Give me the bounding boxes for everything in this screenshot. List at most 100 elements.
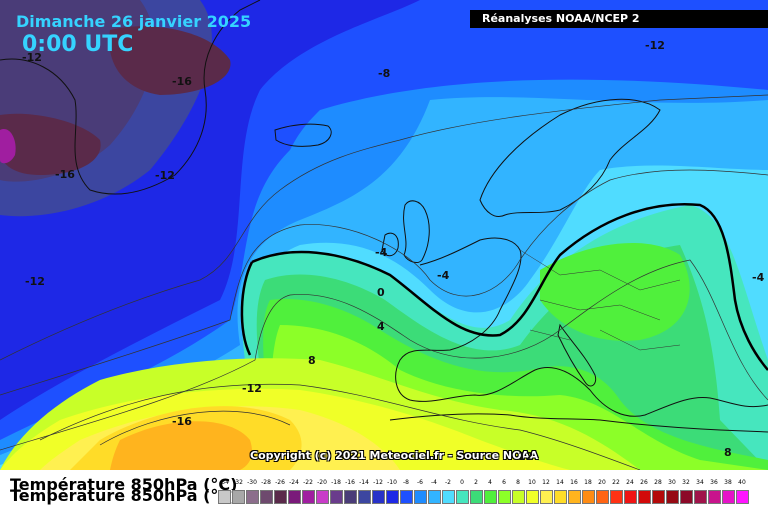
legend-scale-label: -12 — [373, 479, 383, 486]
map-date: Dimanche 26 janvier 2025 — [16, 12, 252, 31]
country-borders — [519, 249, 681, 351]
legend-scale-label: 6 — [502, 479, 506, 486]
legend-scale-label: 12 — [542, 479, 550, 486]
legend-color-swatch — [484, 490, 497, 504]
legend-color-swatch — [232, 490, 245, 504]
data-source-label: Réanalyses NOAA/NCEP 2 — [470, 10, 768, 28]
isotherm-zero — [251, 203, 768, 371]
legend-scale-label: 24 — [626, 479, 634, 486]
map-time: 0:00 UTC — [22, 32, 134, 57]
band-minus-20-north — [109, 26, 231, 95]
legend-scale-label: -2 — [445, 479, 451, 486]
contour-label: 8 — [308, 354, 316, 367]
contour-label: -16 — [172, 75, 192, 88]
temperature-map: Dimanche 26 janvier 2025 0:00 UTC Réanal… — [0, 0, 768, 470]
isotherm-plus-8 — [39, 383, 641, 470]
scandinavia-coast — [479, 98, 661, 217]
legend-scale-label: -34 — [219, 479, 229, 486]
contour-label: 8 — [724, 446, 732, 459]
legend-scale-label: 2 — [474, 479, 478, 486]
legend-color-swatch — [260, 490, 273, 504]
legend-scale-label: 0 — [460, 479, 464, 486]
legend-scale-label: 36 — [710, 479, 718, 486]
contour-label: -12 — [25, 275, 45, 288]
contour-label: 12 — [518, 450, 534, 463]
legend-color-swatch — [526, 490, 539, 504]
contour-label: 0 — [377, 286, 385, 299]
legend-color-swatch — [498, 490, 511, 504]
contour-label: -4 — [437, 269, 450, 282]
legend-color-swatch — [414, 490, 427, 504]
greenland-coast — [0, 0, 261, 195]
legend-scale-label: -8 — [403, 479, 409, 486]
legend-color-swatch — [316, 490, 329, 504]
contour-label: -12 — [645, 39, 665, 52]
isotherm-zero-west — [240, 261, 254, 356]
legend-scale-label: 4 — [488, 479, 492, 486]
legend-scale-label: 20 — [598, 479, 606, 486]
legend-scale-label: -22 — [303, 479, 313, 486]
legend-scale-label: -14 — [359, 479, 369, 486]
legend-scale-label: 8 — [516, 479, 520, 486]
legend-scale-label: -16 — [345, 479, 355, 486]
isotherm-minus-4 — [0, 169, 768, 396]
legend-scale-label: 38 — [724, 479, 732, 486]
contour-label: -12 — [22, 51, 42, 64]
contour-label: -16 — [55, 168, 75, 181]
band-plus-16 — [110, 421, 252, 470]
legend-color-swatch — [358, 490, 371, 504]
legend-color-swatch — [386, 490, 399, 504]
map-canvas — [0, 0, 768, 470]
africa-coast — [389, 413, 768, 433]
legend-color-swatch — [274, 490, 287, 504]
legend-color-swatch — [624, 490, 637, 504]
legend-color-swatch — [456, 490, 469, 504]
legend-scale-label: -32 — [233, 479, 243, 486]
legend-color-swatch — [638, 490, 651, 504]
legend-color-swatch — [694, 490, 707, 504]
isotherm-plus-4 — [0, 259, 768, 451]
contour-label: -16 — [172, 415, 192, 428]
ireland-coast — [381, 232, 399, 257]
legend-scale-label: 18 — [584, 479, 592, 486]
legend-color-swatch — [400, 490, 413, 504]
legend-color-swatch — [722, 490, 735, 504]
contour-label: -12 — [155, 169, 175, 182]
legend-scale-label: 32 — [682, 479, 690, 486]
legend-color-swatch — [666, 490, 679, 504]
legend-scale-label: -20 — [317, 479, 327, 486]
legend-color-swatch — [344, 490, 357, 504]
legend-color-swatch — [596, 490, 609, 504]
copyright-label: Copyright (c) 2021 Meteociel.fr - Source… — [250, 449, 539, 462]
legend-color-swatch — [582, 490, 595, 504]
legend-scale-labels: -34 -32 -30 -28 -26 -24 -22 -20 -18 -16 -14 -12 -10-… — [218, 479, 758, 489]
legend-color-swatch — [288, 490, 301, 504]
legend-color-swatch — [470, 490, 483, 504]
legend-scale-label: 30 — [668, 479, 676, 486]
legend-scale-label: 34 — [696, 479, 704, 486]
contour-label: 4 — [377, 320, 385, 333]
legend-scale-label: -18 — [331, 479, 341, 486]
legend-color-swatch — [372, 490, 385, 504]
legend-scale-label: 14 — [556, 479, 564, 486]
italy-coast — [557, 323, 597, 387]
contour-label: -4 — [375, 246, 388, 259]
legend-scale-label: 26 — [640, 479, 648, 486]
legend-scale-label: -30 — [247, 479, 257, 486]
legend-scale-label: 40 — [738, 479, 746, 486]
legend-color-swatch — [442, 490, 455, 504]
legend-scale-label: -6 — [417, 479, 423, 486]
band-plus-4-east — [540, 243, 690, 341]
isotherm-minus-8 — [0, 94, 768, 361]
contour-label: -12 — [242, 382, 262, 395]
legend-scale-label: 10 — [528, 479, 536, 486]
legend-color-swatch — [568, 490, 581, 504]
legend-color-swatch — [540, 490, 553, 504]
isotherm-plus-12 — [99, 410, 291, 446]
legend-scale-label: -10 — [387, 479, 397, 486]
legend-scale-label: -28 — [261, 479, 271, 486]
legend-color-swatch — [736, 490, 749, 504]
legend-title-shadow: Température 850hPa (°C) — [10, 486, 238, 505]
contour-label: -8 — [378, 67, 391, 80]
legend-color-swatch — [554, 490, 567, 504]
